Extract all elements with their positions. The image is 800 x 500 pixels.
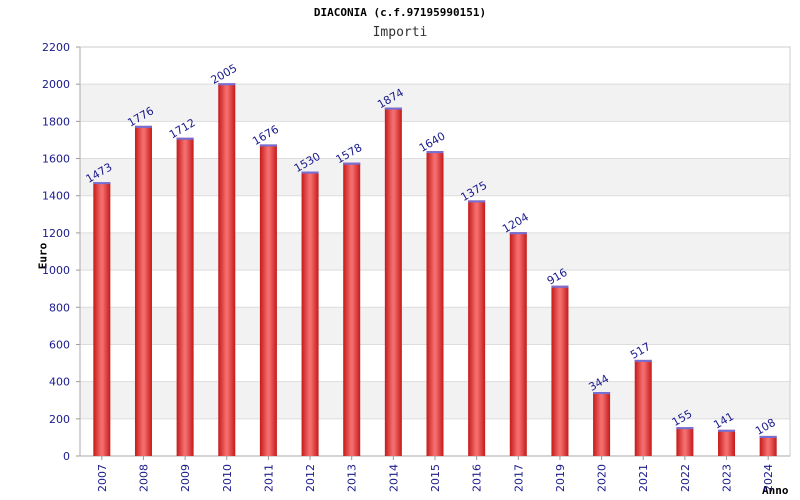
grid-band [80,84,790,122]
bar [93,182,111,456]
x-tick-labels: 2007 2008 2009 2010 2011 2012 2013 2014 2015 2016… [96,464,775,492]
bar [426,151,444,457]
x-tick-label: 2007 [96,464,109,492]
y-tick-label: 200 [49,413,70,426]
x-tick-label: 2008 [137,464,150,492]
y-tick-labels: 0 200 400 600 800 1000 1200 1400 1600 1800 2000 220… [42,41,70,463]
bar [301,171,319,457]
x-tick-label: 2009 [179,464,192,492]
bar-top [343,162,361,165]
bar-top [593,392,611,395]
bar-top [759,435,777,438]
bar-top [509,232,527,235]
x-tick-label: 2017 [512,464,525,492]
bar [384,107,402,457]
bar [134,125,152,457]
bar-top [634,359,652,362]
bar-top [301,171,319,174]
bar-top [426,151,444,154]
x-tick-label: 2019 [554,464,567,492]
y-tick-label: 1400 [42,190,70,203]
bar [343,162,361,457]
bar [218,83,236,457]
bar [509,232,527,456]
x-axis-label: Anno [762,484,789,497]
y-tick-label: 0 [63,450,70,463]
y-tick-label: 2200 [42,41,70,54]
x-tick-label: 2023 [721,464,734,492]
x-tick-label: 2015 [429,464,442,492]
bar [676,427,694,456]
bar [551,285,569,456]
bar-top [384,107,402,110]
y-tick-label: 600 [49,338,70,351]
y-tick-label: 2000 [42,78,70,91]
y-tick-label: 400 [49,376,70,389]
chart-title: DIACONIA (c.f.97195990151) [313,6,487,19]
y-tick-label: 1200 [42,227,70,240]
y-tick-label: 1000 [42,264,70,277]
x-tick-label: 2011 [262,464,275,492]
bar-top [676,427,694,430]
data-label: 1676 [250,123,281,148]
bar-top [259,144,277,147]
data-label: 1204 [500,211,531,236]
bar-top [218,83,236,86]
bar-top [718,429,736,432]
bar-top [93,182,111,185]
x-tick-label: 2022 [679,464,692,492]
x-tick-label: 2021 [637,464,650,492]
bar-top [468,200,486,203]
data-label: 2005 [209,62,240,87]
bar-top [134,125,152,128]
bar [718,429,736,456]
y-tick-label: 1800 [42,115,70,128]
bar [759,435,777,456]
bar [468,200,486,456]
x-tick-label: 2016 [471,464,484,492]
bar [176,137,194,456]
bar [593,392,611,456]
bar-top [551,285,569,288]
x-tick-label: 2024 [762,464,775,492]
x-tick-label: 2010 [221,464,234,492]
data-label: 1640 [417,129,448,154]
bar [259,144,277,456]
bar [634,359,652,456]
x-tick-label: 2014 [387,464,400,492]
x-tick-label: 2013 [346,464,359,492]
bar-top [176,137,194,140]
x-tick-label: 2012 [304,464,317,492]
bars [93,83,777,457]
x-tick-label: 2020 [596,464,609,492]
y-tick-label: 1600 [42,153,70,166]
chart-subtitle: Importi [372,25,428,40]
y-tick-label: 800 [49,301,70,314]
